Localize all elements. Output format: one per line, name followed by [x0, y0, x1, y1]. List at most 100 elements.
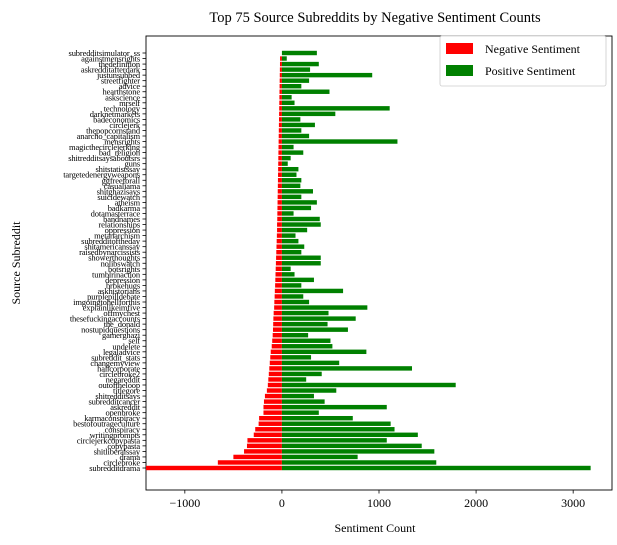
y-tick-label: subreddit_stats — [91, 352, 140, 362]
bar-positive — [281, 371, 322, 377]
bar-positive — [281, 415, 353, 421]
bar-negative — [276, 244, 282, 249]
y-tick-label: thesefuckingaccounts — [70, 314, 140, 324]
bar-negative — [266, 388, 282, 393]
y-tick-label: atheism — [115, 197, 141, 207]
bar-negative — [246, 443, 282, 449]
bar-negative — [279, 89, 282, 94]
bar-negative — [280, 56, 282, 61]
y-tick-label: showerthoughts — [88, 253, 140, 263]
y-tick-label: openbroke — [105, 408, 140, 418]
bar-positive — [281, 283, 302, 288]
y-tick-label: changemyview — [90, 358, 141, 368]
y-tick-label: explainlikeimfive — [83, 303, 141, 313]
y-tick-label: purplepilldebate — [87, 291, 140, 301]
bar-positive — [281, 421, 391, 426]
bar-positive — [281, 222, 321, 227]
bar-positive — [281, 277, 314, 283]
y-tick-label: shitredditsaysaboutsrs — [68, 153, 140, 163]
bar-positive — [281, 427, 395, 432]
bar-negative — [278, 161, 282, 166]
y-tick-label: botsrights — [108, 264, 140, 274]
y-tick-label: askredditafterdark — [81, 65, 141, 75]
legend-label-positive: Positive Sentiment — [485, 64, 576, 78]
x-axis-label: Sentiment Count — [335, 521, 417, 535]
bar-positive — [281, 233, 296, 238]
bar-positive — [281, 50, 317, 56]
bar-positive — [281, 106, 390, 111]
bar-positive — [281, 438, 387, 443]
bar-positive — [281, 393, 314, 399]
bar-positive — [281, 194, 302, 200]
bar-positive — [281, 310, 329, 316]
bar-negative — [277, 183, 282, 189]
bar-positive — [281, 288, 344, 294]
bar-positive — [281, 139, 398, 144]
bar-positive — [281, 294, 304, 299]
y-tick-label: againstmensrights — [81, 54, 140, 64]
bar-positive — [281, 161, 288, 166]
bar-positive — [281, 128, 302, 133]
bar-positive — [281, 122, 315, 128]
x-tick-label: 2000 — [464, 496, 488, 510]
bar-positive — [281, 349, 367, 355]
bar-negative — [278, 150, 282, 155]
y-tick-label: mrself — [119, 98, 140, 108]
y-tick-label: thepopcornstand — [86, 125, 141, 135]
bar-negative — [275, 277, 282, 283]
bar-positive — [281, 404, 387, 410]
y-tick-label: karmaconspiracy — [84, 413, 141, 423]
y-tick-label: streetfighter — [101, 76, 140, 86]
y-tick-label: shitamericanssay — [84, 242, 141, 252]
bar-negative — [258, 421, 282, 426]
bar-positive — [281, 305, 368, 310]
bar-positive — [281, 216, 320, 222]
bars-group — [146, 50, 591, 471]
bar-positive — [281, 299, 310, 305]
bar-positive — [281, 200, 317, 205]
bar-negative — [272, 338, 282, 343]
bar-negative — [279, 83, 282, 89]
bar-negative — [275, 272, 282, 277]
y-tick-label: suicidewatch — [97, 192, 140, 202]
y-tick-label: self — [128, 336, 140, 346]
y-tick-label: ggfreeforall — [102, 175, 141, 185]
y-tick-label: legaladvice — [103, 347, 140, 357]
bar-negative — [279, 117, 282, 122]
y-tick-label: shitstatistssay — [95, 164, 140, 174]
bar-positive — [281, 327, 348, 332]
y-tick-label: nolibswatch — [101, 258, 141, 268]
bar-positive — [281, 166, 299, 172]
y-tick-label: raisedbynarcissists — [79, 247, 140, 257]
bar-negative — [233, 454, 282, 460]
bar-negative — [267, 382, 282, 388]
bar-positive — [281, 338, 331, 343]
y-tick-label: badkarma — [108, 203, 141, 213]
y-tick-label: copypasta — [107, 441, 140, 451]
bar-negative — [271, 344, 282, 349]
bar-negative — [269, 360, 282, 366]
y-tick-label: subredditcancer — [88, 397, 140, 407]
bar-negative — [273, 310, 282, 316]
y-tick-label: magicthecirclejerking — [69, 142, 141, 152]
bar-positive — [281, 100, 295, 106]
bar-negative — [263, 410, 282, 415]
bar-negative — [268, 377, 282, 382]
y-tick-label: shitghazisays — [97, 186, 140, 196]
y-tick-label: gamerghazi — [102, 330, 141, 340]
bar-positive — [281, 255, 321, 260]
bar-negative — [275, 261, 282, 266]
bar-positive — [281, 244, 305, 249]
y-axis-ticks: subredditdramacirclebrokedramashitlibera… — [63, 48, 146, 473]
y-tick-label: casualiama — [104, 181, 141, 191]
bar-negative — [275, 283, 282, 288]
y-tick-label: metanarchism — [94, 231, 140, 241]
bar-positive — [281, 261, 321, 266]
bar-positive — [281, 465, 591, 471]
bar-negative — [268, 371, 282, 377]
bar-positive — [281, 133, 310, 139]
legend-box — [439, 35, 607, 87]
y-tick-label: technology — [104, 103, 141, 113]
y-tick-label: advice — [119, 81, 141, 91]
